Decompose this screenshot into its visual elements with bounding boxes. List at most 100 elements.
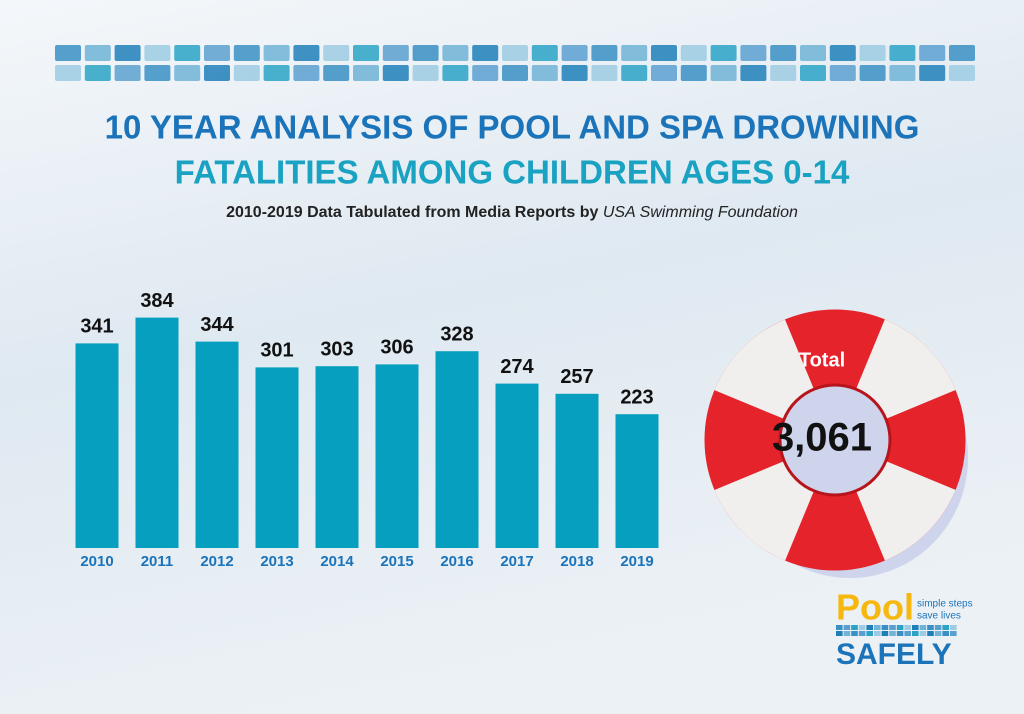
logo-tagline-2: save lives bbox=[917, 611, 961, 622]
tile bbox=[442, 45, 469, 61]
tile bbox=[84, 65, 111, 81]
tile bbox=[800, 45, 826, 61]
bar bbox=[195, 341, 239, 548]
tile bbox=[680, 45, 707, 61]
tile bbox=[55, 65, 81, 81]
value-label: 344 bbox=[200, 314, 234, 336]
value-label: 384 bbox=[140, 290, 174, 312]
tile bbox=[874, 625, 881, 630]
tile bbox=[204, 65, 230, 81]
bar-chart: 341 2010 384 2011 344 2012 301 2013 303 2014 306 20… bbox=[75, 290, 659, 570]
value-label: 301 bbox=[260, 340, 293, 362]
tile bbox=[934, 625, 942, 630]
life-ring: Total 3,061 bbox=[704, 309, 968, 578]
tile bbox=[912, 631, 919, 636]
tile bbox=[472, 65, 499, 81]
tile bbox=[680, 65, 707, 81]
bar bbox=[495, 383, 539, 548]
tile bbox=[84, 45, 111, 61]
tile bbox=[919, 625, 927, 630]
bar bbox=[135, 317, 179, 548]
tile bbox=[204, 45, 230, 61]
logo-tagline-1: simple steps bbox=[917, 599, 973, 610]
tile bbox=[858, 631, 866, 636]
tile bbox=[263, 65, 290, 81]
title-line-2: FATALITIES AMONG CHILDREN AGES 0-14 bbox=[175, 154, 850, 191]
tile bbox=[881, 631, 889, 636]
tile bbox=[950, 631, 957, 636]
tile bbox=[174, 65, 201, 81]
tile bbox=[770, 65, 797, 81]
tile bbox=[114, 45, 141, 61]
tile bbox=[442, 65, 469, 81]
tile bbox=[55, 45, 81, 61]
tile bbox=[950, 625, 957, 630]
tile bbox=[651, 45, 677, 61]
tile bbox=[233, 45, 260, 61]
bar bbox=[75, 343, 119, 548]
bar bbox=[375, 364, 419, 548]
tile bbox=[866, 625, 873, 630]
bar bbox=[555, 393, 599, 548]
x-tick-label: 2010 bbox=[80, 553, 113, 570]
tile bbox=[174, 45, 201, 61]
subtitle: 2010-2019 Data Tabulated from Media Repo… bbox=[226, 204, 798, 221]
tile bbox=[293, 45, 320, 61]
value-label: 306 bbox=[380, 337, 413, 359]
logo: Pool simple steps save lives SAFELY bbox=[836, 587, 973, 671]
tile bbox=[323, 45, 350, 61]
tile bbox=[710, 65, 737, 81]
tile bbox=[144, 45, 171, 61]
title-line-1: 10 YEAR ANALYSIS OF POOL AND SPA DROWNIN… bbox=[105, 109, 920, 146]
value-label: 257 bbox=[560, 366, 593, 388]
logo-pool: Pool bbox=[836, 587, 914, 628]
x-tick-label: 2012 bbox=[200, 553, 233, 570]
tile bbox=[859, 65, 886, 81]
tile bbox=[851, 625, 858, 630]
tile bbox=[502, 45, 528, 61]
x-tick-label: 2016 bbox=[440, 553, 473, 570]
tile bbox=[353, 45, 379, 61]
tile bbox=[382, 65, 409, 81]
tile bbox=[859, 45, 886, 61]
tile bbox=[851, 631, 858, 636]
logo-tiles bbox=[836, 625, 957, 636]
ring-red bbox=[704, 309, 966, 571]
tile bbox=[858, 625, 866, 630]
tile bbox=[934, 631, 942, 636]
bar bbox=[255, 367, 299, 548]
x-tick-label: 2015 bbox=[380, 553, 413, 570]
tile bbox=[114, 65, 141, 81]
bar bbox=[435, 351, 479, 548]
x-tick-label: 2014 bbox=[320, 553, 354, 570]
subtitle-text: 2010-2019 Data Tabulated from Media Repo… bbox=[226, 204, 598, 221]
tile bbox=[912, 625, 919, 630]
tile bbox=[323, 65, 350, 81]
x-tick-label: 2018 bbox=[560, 553, 593, 570]
x-tick-label: 2013 bbox=[260, 553, 293, 570]
value-label: 328 bbox=[440, 323, 473, 345]
tile bbox=[561, 65, 588, 81]
tile bbox=[502, 65, 528, 81]
tile bbox=[904, 631, 911, 636]
tile bbox=[889, 631, 896, 636]
tile bbox=[874, 631, 881, 636]
tile bbox=[927, 625, 934, 630]
tile bbox=[881, 625, 889, 630]
value-label: 274 bbox=[500, 356, 534, 378]
tile bbox=[353, 65, 379, 81]
tile bbox=[942, 631, 949, 636]
tile bbox=[927, 631, 934, 636]
tile bbox=[591, 45, 618, 61]
tile bbox=[591, 65, 618, 81]
subtitle-source: USA Swimming Foundation bbox=[603, 204, 798, 221]
tile bbox=[621, 65, 648, 81]
tile bbox=[293, 65, 320, 81]
bar bbox=[615, 414, 659, 548]
tile bbox=[919, 65, 946, 81]
tile bbox=[919, 631, 927, 636]
tile bbox=[412, 65, 439, 81]
tile bbox=[144, 65, 171, 81]
tile bbox=[889, 45, 916, 61]
